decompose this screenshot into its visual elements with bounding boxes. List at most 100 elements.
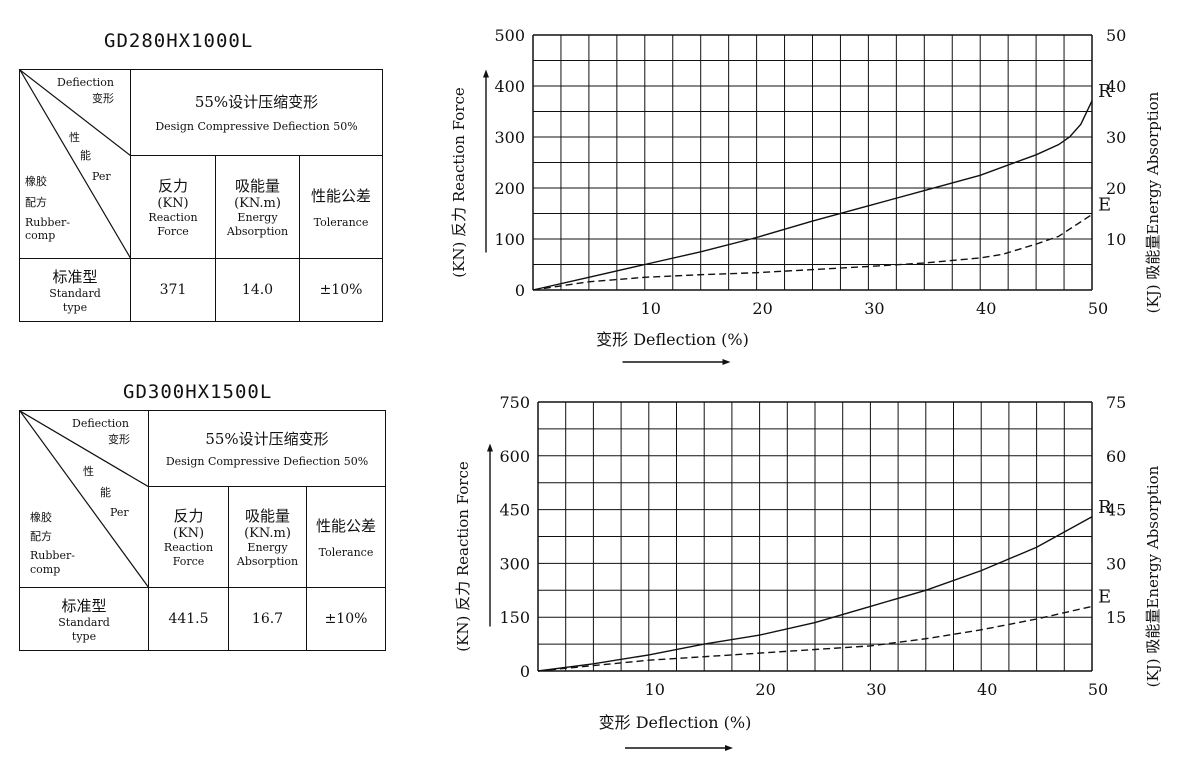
y-tick-label: 0 [515, 281, 525, 300]
reaction-force-unit: (KN) [157, 196, 189, 211]
x-axis-arrowhead [722, 359, 731, 365]
reaction-force-header: 反力 (KN) Reaction Force [148, 486, 229, 588]
y-axis-label: (KN) 反力 Reaction Force [454, 461, 472, 652]
y2-tick-label: 40 [1106, 77, 1126, 96]
y-tick-label: 300 [499, 554, 530, 573]
design-en: Design Compressive Defiection 50% [155, 120, 358, 133]
tolerance-header: 性能公差 Tolerance [298, 155, 384, 259]
y2-tick-label: 30 [1106, 554, 1126, 573]
x-axis-arrowhead [725, 745, 733, 751]
y-tick-label: 200 [494, 179, 525, 198]
y-tick-label: 0 [520, 662, 530, 681]
y2-tick-label: 75 [1106, 393, 1126, 412]
performance-en-label: Per [92, 170, 111, 183]
tolerance-cn: 性能公差 [316, 516, 377, 535]
y-tick-label: 750 [499, 393, 530, 412]
x-tick-label: 10 [645, 680, 665, 699]
deflection-cn-label: 变形 [92, 92, 114, 105]
table-header-diagonal-cell: Defiection 变形 性 能 Per 橡胶 配方 Rubber- comp [19, 410, 149, 588]
x-tick-label: 30 [864, 299, 884, 318]
x-tick-label: 50 [1088, 299, 1108, 318]
y2-tick-label: 20 [1106, 179, 1126, 198]
x-tick-label: 40 [977, 680, 997, 699]
rubber-cn-label-1: 橡胶 [25, 175, 47, 188]
design-cn: 55%设计压缩变形 [194, 93, 319, 111]
y2-axis-label: (KJ) 吸能量Energy Absorption [1144, 465, 1162, 687]
series-label-e: E [1098, 195, 1111, 216]
reaction-force-cn: 反力 [157, 177, 188, 195]
x-tick-label: 30 [866, 680, 886, 699]
y-tick-label: 100 [494, 230, 525, 249]
x-axis-label: 变形 Deflection (%) [596, 330, 749, 349]
series-label-r: R [1098, 81, 1112, 102]
diagonal-lines [20, 411, 149, 588]
series-line-r [532, 100, 1093, 291]
standard-type-cell: 标准型 Standard type [19, 587, 149, 651]
deflection-cn-label: 变形 [108, 433, 130, 446]
x-tick-label: 10 [641, 299, 661, 318]
y-tick-label: 300 [494, 128, 525, 147]
standard-type-cn: 标准型 [61, 596, 107, 615]
reaction-force-en-1: Reaction [148, 211, 198, 224]
x-axis-label: 变形 Deflection (%) [599, 713, 752, 732]
design-compression-header: 55%设计压缩变形 Design Compressive Defiection … [129, 69, 384, 156]
energy-absorption-unit: (KN.m) [244, 526, 291, 541]
performance-cn-label-2: 能 [80, 149, 91, 162]
y2-tick-label: 50 [1106, 26, 1126, 45]
y2-tick-label: 60 [1106, 447, 1126, 466]
deflection-en-label: Defiection [72, 417, 129, 430]
y-tick-label: 500 [494, 26, 525, 45]
standard-type-cn: 标准型 [52, 267, 98, 286]
design-en: Design Compressive Defiection 50% [165, 455, 369, 468]
x-tick-label: 40 [976, 299, 996, 318]
performance-cn-label-2: 能 [100, 486, 111, 499]
energy-absorption-en-2: Absorption [226, 225, 289, 238]
standard-type-cell: 标准型 Standard type [19, 258, 131, 322]
energy-absorption-value: 14.0 [215, 258, 300, 322]
y-tick-label: 450 [499, 501, 530, 520]
tolerance-value: ±10% [298, 258, 384, 322]
energy-absorption-en-2: Absorption [236, 555, 299, 568]
performance-cn-label-1: 性 [69, 131, 80, 144]
reaction-force-cn: 反力 [173, 507, 204, 525]
tolerance-en: Tolerance [313, 215, 369, 229]
x-tick-label: 50 [1088, 680, 1108, 699]
table-header-diagonal-cell: Defiection 变形 性 能 Per 橡胶 配方 Rubber- comp [19, 69, 131, 259]
energy-absorption-header: 吸能量 (KN.m) Energy Absorption [228, 486, 307, 588]
energy-absorption-en-1: Energy [247, 541, 288, 554]
standard-type-en-2: type [71, 629, 97, 643]
x-tick-label: 20 [755, 680, 775, 699]
series-label-r: R [1098, 497, 1112, 518]
tolerance-cn: 性能公差 [311, 186, 372, 205]
reaction-force-value: 371 [130, 258, 216, 322]
y2-tick-label: 45 [1106, 501, 1126, 520]
rubber-cn-label-1: 橡胶 [30, 511, 52, 524]
energy-absorption-header: 吸能量 (KN.m) Energy Absorption [215, 155, 300, 259]
diagonal-lines [20, 70, 131, 259]
y-tick-label: 150 [499, 608, 530, 627]
y-tick-label: 400 [494, 77, 525, 96]
performance-en-label: Per [110, 506, 129, 519]
energy-absorption-cn: 吸能量 [234, 177, 280, 195]
spec-table-2: Defiection 变形 性 能 Per 橡胶 配方 Rubber- comp… [19, 410, 387, 651]
rubber-cn-label-2: 配方 [25, 196, 47, 209]
spec-table-1: Defiection 变形 性 能 Per 橡胶 配方 Rubber- comp… [19, 69, 384, 322]
tolerance-header: 性能公差 Tolerance [305, 486, 387, 588]
x-tick-label: 20 [752, 299, 772, 318]
series-line-e [537, 605, 1093, 672]
rubber-en-label-2: comp [30, 563, 61, 576]
design-compression-header: 55%设计压缩变形 Design Compressive Defiection … [147, 410, 387, 487]
series-label-e: E [1098, 586, 1111, 607]
standard-type-en-1: Standard [58, 615, 110, 629]
energy-absorption-unit: (KN.m) [234, 196, 281, 211]
y-axis-arrowhead [487, 443, 493, 452]
series-line-r [537, 516, 1093, 672]
rubber-en-label-1: Rubber- [30, 549, 75, 562]
deflection-en-label: Defiection [57, 76, 114, 89]
energy-absorption-value: 16.7 [228, 587, 307, 651]
y2-axis-label: (KJ) 吸能量Energy Absorption [1144, 91, 1162, 313]
series-line-e [532, 213, 1093, 291]
rubber-en-label-1: Rubber- [25, 216, 70, 229]
y2-tick-label: 15 [1106, 608, 1126, 627]
